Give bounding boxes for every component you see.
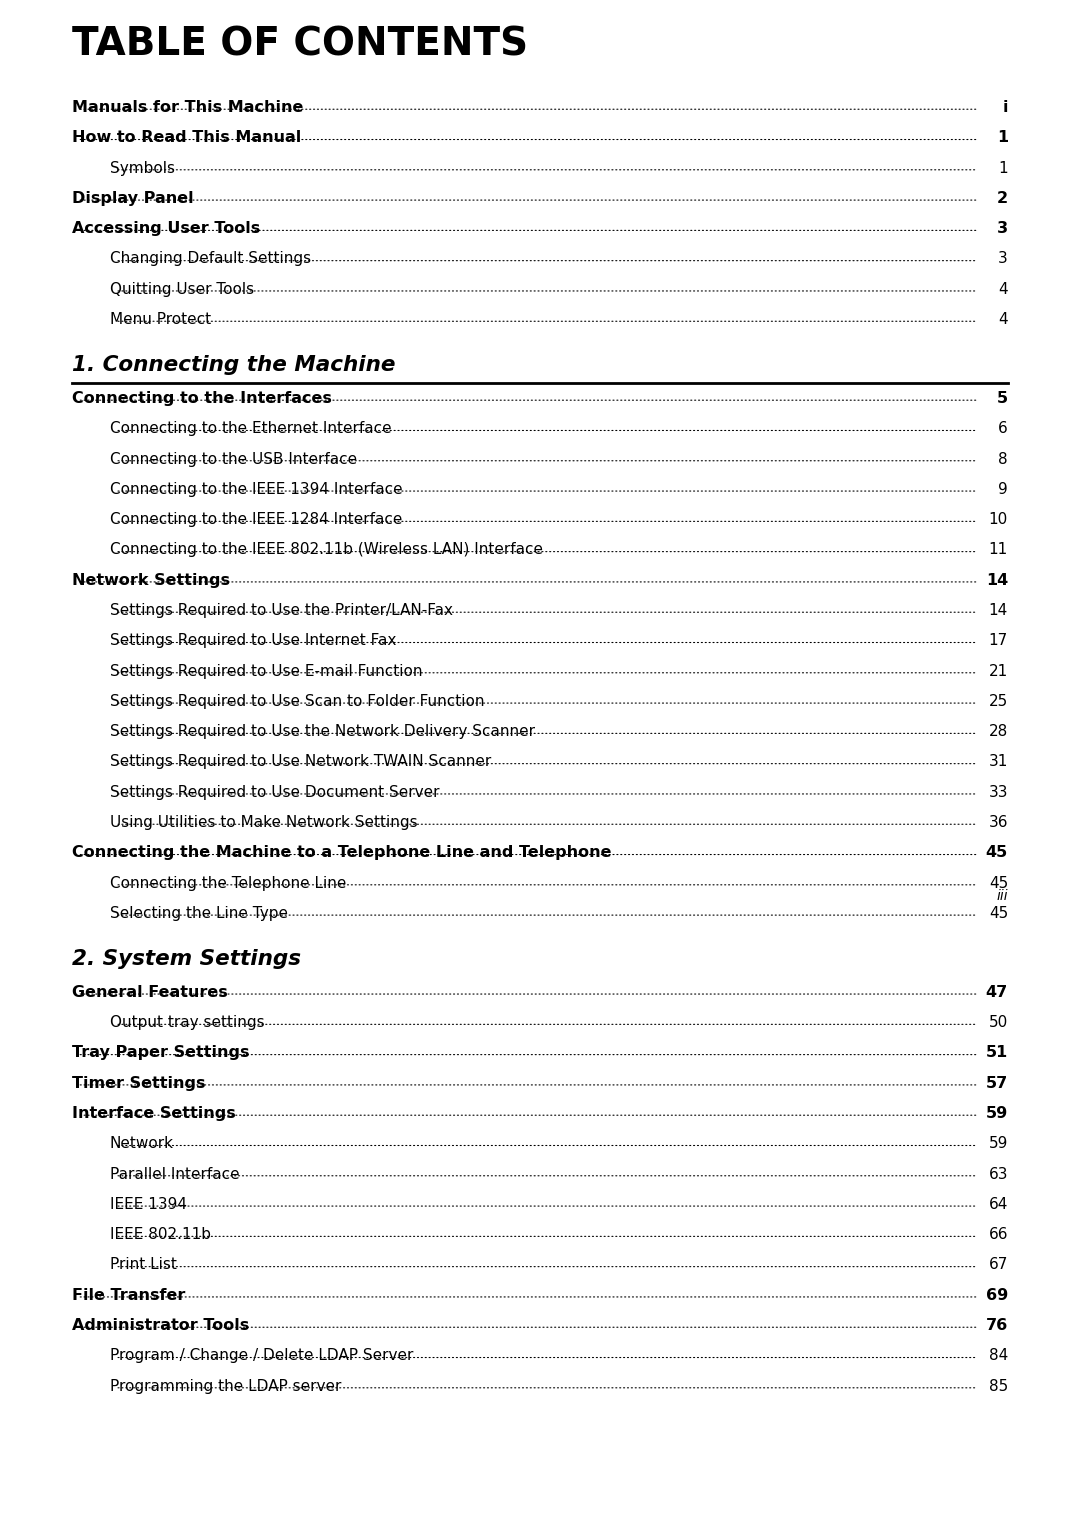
Text: 36: 36 [988, 815, 1008, 830]
Text: 10: 10 [989, 513, 1008, 526]
Text: How to Read This Manual: How to Read This Manual [72, 130, 301, 145]
Text: File Transfer: File Transfer [72, 1288, 186, 1303]
Text: 45: 45 [989, 906, 1008, 920]
Text: Settings Required to Use Internet Fax: Settings Required to Use Internet Fax [110, 633, 396, 649]
Text: Connecting the Machine to a Telephone Line and Telephone: Connecting the Machine to a Telephone Li… [72, 845, 611, 861]
Text: Connecting to the IEEE 1394 Interface: Connecting to the IEEE 1394 Interface [110, 482, 403, 497]
Text: 25: 25 [989, 694, 1008, 710]
Text: 66: 66 [988, 1227, 1008, 1242]
Text: Print List: Print List [110, 1257, 177, 1273]
Text: 57: 57 [986, 1076, 1008, 1091]
Text: TABLE OF CONTENTS: TABLE OF CONTENTS [72, 24, 528, 63]
Text: Accessing User Tools: Accessing User Tools [72, 221, 260, 237]
Text: IEEE 802.11b: IEEE 802.11b [110, 1227, 211, 1242]
Text: 6: 6 [998, 421, 1008, 436]
Text: IEEE 1394: IEEE 1394 [110, 1196, 187, 1212]
Text: 4: 4 [998, 282, 1008, 296]
Text: 45: 45 [986, 845, 1008, 861]
Text: Administrator Tools: Administrator Tools [72, 1318, 249, 1334]
Text: Connecting to the Ethernet Interface: Connecting to the Ethernet Interface [110, 421, 391, 436]
Text: Connecting to the IEEE 802.11b (Wireless LAN) Interface: Connecting to the IEEE 802.11b (Wireless… [110, 542, 543, 557]
Text: 50: 50 [989, 1015, 1008, 1030]
Text: 8: 8 [998, 452, 1008, 467]
Text: Output tray settings: Output tray settings [110, 1015, 265, 1030]
Text: 1: 1 [997, 130, 1008, 145]
Text: Settings Required to Use Scan to Folder Function: Settings Required to Use Scan to Folder … [110, 694, 484, 710]
Text: 3: 3 [997, 221, 1008, 237]
Text: Settings Required to Use E-mail Function: Settings Required to Use E-mail Function [110, 664, 422, 679]
Text: 5: 5 [997, 391, 1008, 406]
Text: Settings Required to Use Network TWAIN Scanner: Settings Required to Use Network TWAIN S… [110, 754, 491, 769]
Text: 84: 84 [989, 1349, 1008, 1363]
Text: General Features: General Features [72, 984, 228, 1000]
Text: Connecting to the USB Interface: Connecting to the USB Interface [110, 452, 356, 467]
Text: Program / Change / Delete LDAP Server: Program / Change / Delete LDAP Server [110, 1349, 414, 1363]
Text: 14: 14 [986, 572, 1008, 588]
Text: 11: 11 [989, 542, 1008, 557]
Text: 47: 47 [986, 984, 1008, 1000]
Text: Settings Required to Use Document Server: Settings Required to Use Document Server [110, 784, 440, 800]
Text: Programming the LDAP server: Programming the LDAP server [110, 1378, 341, 1393]
Text: i: i [1002, 101, 1008, 114]
Text: Changing Default Settings: Changing Default Settings [110, 252, 311, 267]
Text: 2: 2 [997, 191, 1008, 206]
Text: 3: 3 [998, 252, 1008, 267]
Text: 51: 51 [986, 1045, 1008, 1061]
Text: Symbols: Symbols [110, 160, 175, 175]
Text: Interface Settings: Interface Settings [72, 1106, 235, 1122]
Text: Settings Required to Use the Network Delivery Scanner: Settings Required to Use the Network Del… [110, 725, 535, 739]
Text: 69: 69 [986, 1288, 1008, 1303]
Text: Parallel Interface: Parallel Interface [110, 1166, 240, 1181]
Text: Network: Network [110, 1137, 174, 1151]
Text: 1. Connecting the Machine: 1. Connecting the Machine [72, 356, 395, 375]
Text: 85: 85 [989, 1378, 1008, 1393]
Text: 76: 76 [986, 1318, 1008, 1334]
Text: Tray Paper Settings: Tray Paper Settings [72, 1045, 249, 1061]
Text: 33: 33 [988, 784, 1008, 800]
Text: 14: 14 [989, 603, 1008, 618]
Text: Settings Required to Use the Printer/LAN-Fax: Settings Required to Use the Printer/LAN… [110, 603, 453, 618]
Text: 59: 59 [988, 1137, 1008, 1151]
Text: 59: 59 [986, 1106, 1008, 1122]
Text: Connecting to the IEEE 1284 Interface: Connecting to the IEEE 1284 Interface [110, 513, 402, 526]
Text: Using Utilities to Make Network Settings: Using Utilities to Make Network Settings [110, 815, 418, 830]
Text: Connecting to the Interfaces: Connecting to the Interfaces [72, 391, 332, 406]
Text: 45: 45 [989, 876, 1008, 891]
Text: 2. System Settings: 2. System Settings [72, 949, 301, 969]
Text: Connecting the Telephone Line: Connecting the Telephone Line [110, 876, 347, 891]
Text: Menu Protect: Menu Protect [110, 311, 211, 327]
Text: 67: 67 [988, 1257, 1008, 1273]
Text: 31: 31 [988, 754, 1008, 769]
Text: Selecting the Line Type: Selecting the Line Type [110, 906, 287, 920]
Text: 63: 63 [988, 1166, 1008, 1181]
Text: 4: 4 [998, 311, 1008, 327]
Text: 1: 1 [998, 160, 1008, 175]
Text: 9: 9 [998, 482, 1008, 497]
Text: 28: 28 [989, 725, 1008, 739]
Text: Network Settings: Network Settings [72, 572, 230, 588]
Text: 21: 21 [989, 664, 1008, 679]
Text: Display Panel: Display Panel [72, 191, 193, 206]
Text: 64: 64 [988, 1196, 1008, 1212]
Text: iii: iii [997, 888, 1008, 902]
Text: Manuals for This Machine: Manuals for This Machine [72, 101, 303, 114]
Text: Quitting User Tools: Quitting User Tools [110, 282, 254, 296]
Text: Timer Settings: Timer Settings [72, 1076, 205, 1091]
Text: 17: 17 [989, 633, 1008, 649]
